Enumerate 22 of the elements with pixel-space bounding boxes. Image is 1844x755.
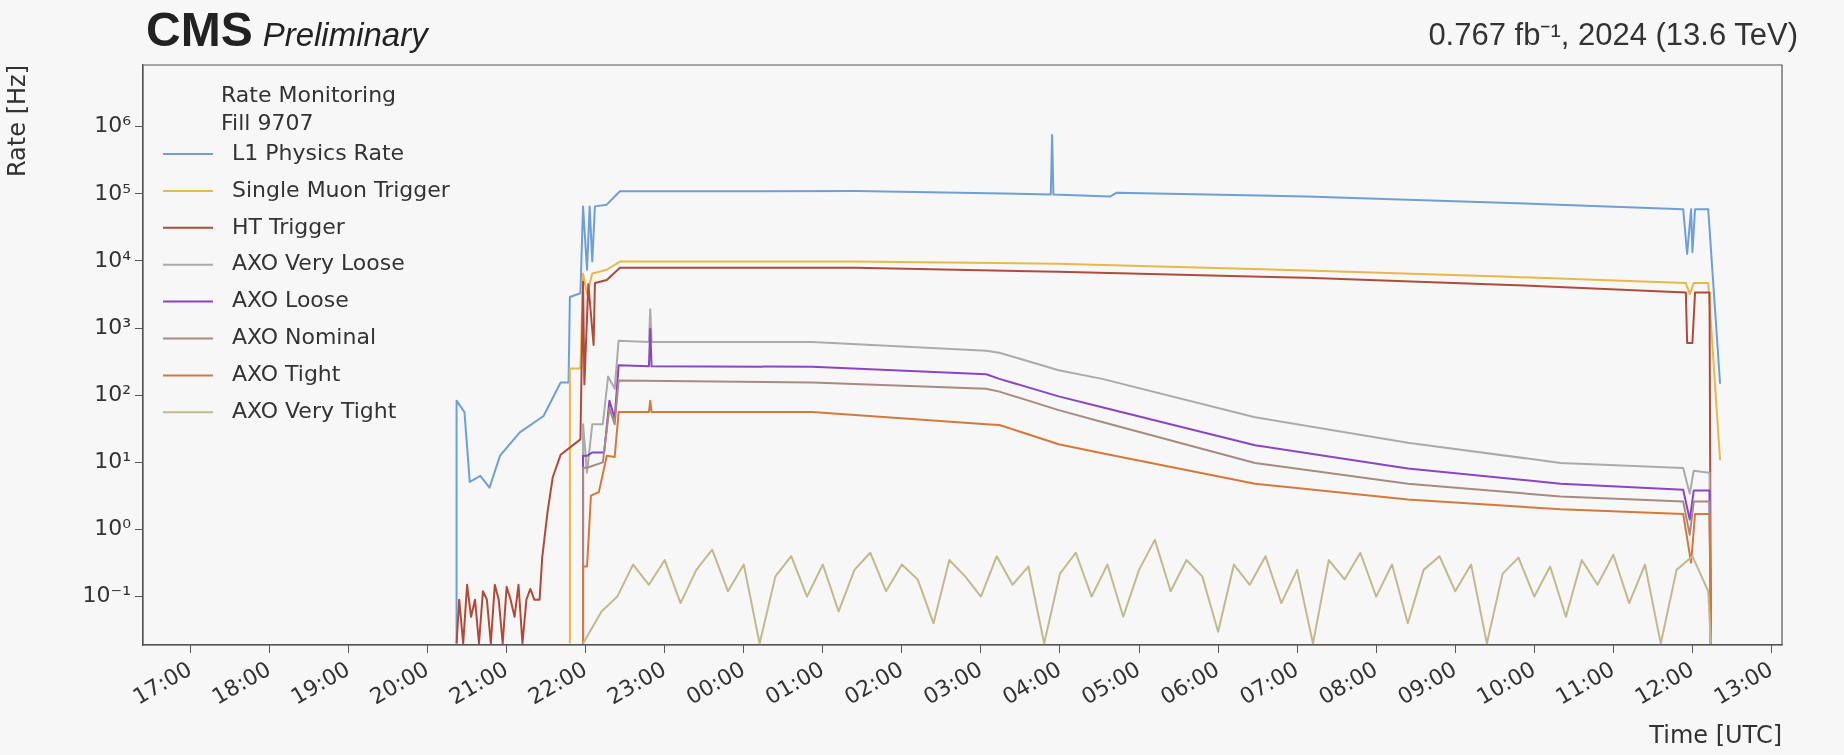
- y-tick-label: 10⁰: [94, 515, 132, 541]
- legend-label: HT Trigger: [232, 213, 346, 239]
- y-tick-label: 10¹: [94, 448, 131, 474]
- text: 0.767 fb⁻¹, 2024 (13.6 TeV): [1428, 16, 1798, 54]
- y-tick-label: 10⁵: [94, 179, 131, 205]
- chart-subtitle: Preliminary: [262, 16, 428, 54]
- x-axis-title: Time [UTC]: [1648, 720, 1782, 749]
- legend-title: Rate Monitoring Fill 9707: [221, 81, 397, 135]
- y-tick-label: 10⁴: [94, 246, 132, 272]
- y-tick-label: 10³: [94, 313, 131, 339]
- legend-label: AXO Tight: [232, 361, 341, 387]
- legend-label: AXO Very Tight: [232, 398, 397, 424]
- y-tick-label: 10²: [94, 380, 131, 406]
- y-tick-label: 10⁶: [94, 112, 132, 138]
- legend-label: AXO Very Loose: [232, 250, 405, 276]
- y-axis-title: Rate [Hz]: [2, 65, 31, 178]
- legend-label: AXO Nominal: [232, 324, 377, 350]
- legend-label: AXO Loose: [232, 287, 349, 313]
- legend-label: L1 Physics Rate: [232, 139, 405, 165]
- y-tick-label: 10⁻¹: [82, 582, 131, 608]
- legend-label: Single Muon Trigger: [232, 176, 451, 202]
- chart-title: CMS: [146, 2, 253, 57]
